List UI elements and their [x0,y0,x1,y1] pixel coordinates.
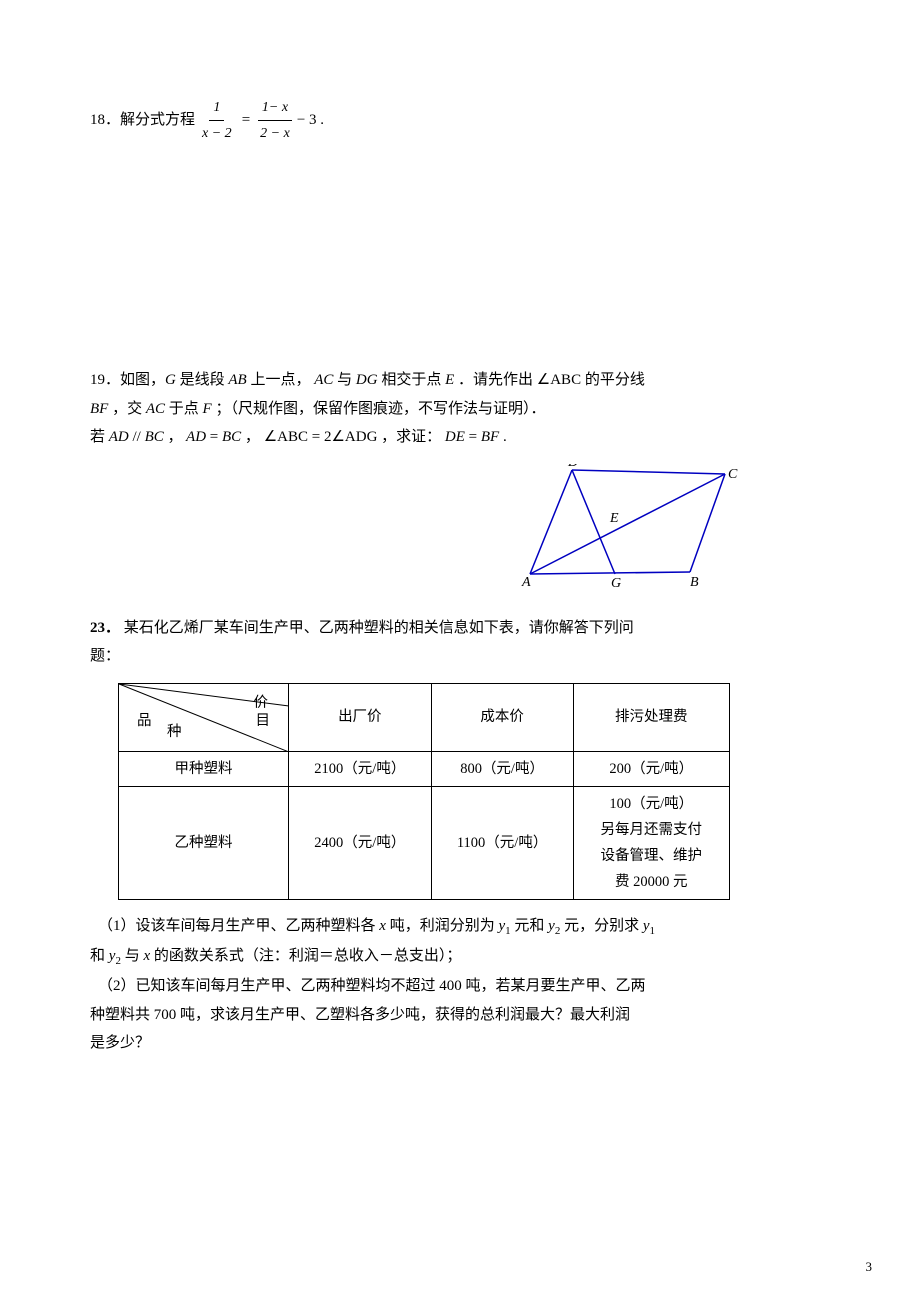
label-E: E [609,511,619,526]
table-container: 价 品 目 种 出厂价 成本价 排污处理费 甲种塑料 2100（元/吨） 800… [118,683,830,900]
question-19: 19．如图，G 是线段 AB 上一点， AC 与 DG 相交于点 E ．请先作出… [90,366,830,452]
row-label: 乙种塑料 [119,786,289,899]
row-label: 甲种塑料 [119,751,289,786]
label-C: C [728,467,738,482]
data-table: 价 品 目 种 出厂价 成本价 排污处理费 甲种塑料 2100（元/吨） 800… [118,683,730,900]
q23-label: 23． [90,620,120,636]
sub-question-1: （1）设该车间每月生产甲、乙两种塑料各 x 吨，利润分别为 y1 元和 y2 元… [98,912,830,942]
q23-intro: 23． 某石化乙烯厂某车间生产甲、乙两种塑料的相关信息如下表，请你解答下列问 [90,614,830,643]
equals-sign: = [242,107,250,134]
sub-question-1-line2: 和 y2 与 x 的函数关系式（注：利润＝总收入－总支出）； [90,942,830,972]
col-header: 排污处理费 [573,683,729,751]
q19-line2: BF ，交 AC 于点 F ；（尺规作图，保留作图痕迹，不写作法与证明）． [90,395,830,424]
label-B: B [690,575,699,589]
fraction-1: 1 x − 2 [198,95,236,146]
sub-question-2-line3: 是多少？ [90,1029,830,1058]
diagram-container: D C E A G B [90,464,830,589]
question-23: 23． 某石化乙烯厂某车间生产甲、乙两种塑料的相关信息如下表，请你解答下列问 题… [90,614,830,1058]
question-18: 18．解分式方程 1 x − 2 = 1− x 2 − x − 3 . [90,95,830,146]
q23-intro2: 题： [90,642,830,671]
q18-tail: − 3 . [297,107,324,134]
line-DC [572,470,725,474]
line-AD [530,470,572,574]
q18-label: 18．解分式方程 [90,107,195,134]
fraction-2: 1− x 2 − x [256,95,294,146]
col-header: 出厂价 [289,683,432,751]
header-diagonal-cell: 价 品 目 种 [119,683,289,751]
label-D: D [567,464,578,470]
page-number: 3 [866,1259,873,1275]
table-cell: 2100（元/吨） [289,751,432,786]
label-G: G [611,576,621,589]
col-header: 成本价 [431,683,573,751]
sub-question-2-line1: （2）已知该车间每月生产甲、乙两种塑料均不超过 400 吨，若某月要生产甲、乙两 [98,972,830,1001]
label-A: A [521,575,531,589]
geometry-diagram: D C E A G B [520,464,740,589]
line-AB [530,572,690,574]
line-DG [572,470,615,574]
table-cell: 2400（元/吨） [289,786,432,899]
sub-question-2-line2: 种塑料共 700 吨，求该月生产甲、乙塑料各多少吨，获得的总利润最大？最大利润 [90,1001,830,1030]
table-cell: 800（元/吨） [431,751,573,786]
table-cell: 200（元/吨） [573,751,729,786]
table-cell: 1100（元/吨） [431,786,573,899]
line-AC [530,474,725,574]
table-row: 乙种塑料 2400（元/吨） 1100（元/吨） 100（元/吨） 另每月还需支… [119,786,730,899]
q19-line3: 若 AD // BC ， AD = BC ， ∠ABC = 2∠ADG ，求证：… [90,423,830,452]
q19-line1: 19．如图，G 是线段 AB 上一点， AC 与 DG 相交于点 E ．请先作出… [90,366,830,395]
table-cell-multiline: 100（元/吨） 另每月还需支付 设备管理、维护 费 20000 元 [573,786,729,899]
table-row: 价 品 目 种 出厂价 成本价 排污处理费 [119,683,730,751]
table-row: 甲种塑料 2100（元/吨） 800（元/吨） 200（元/吨） [119,751,730,786]
